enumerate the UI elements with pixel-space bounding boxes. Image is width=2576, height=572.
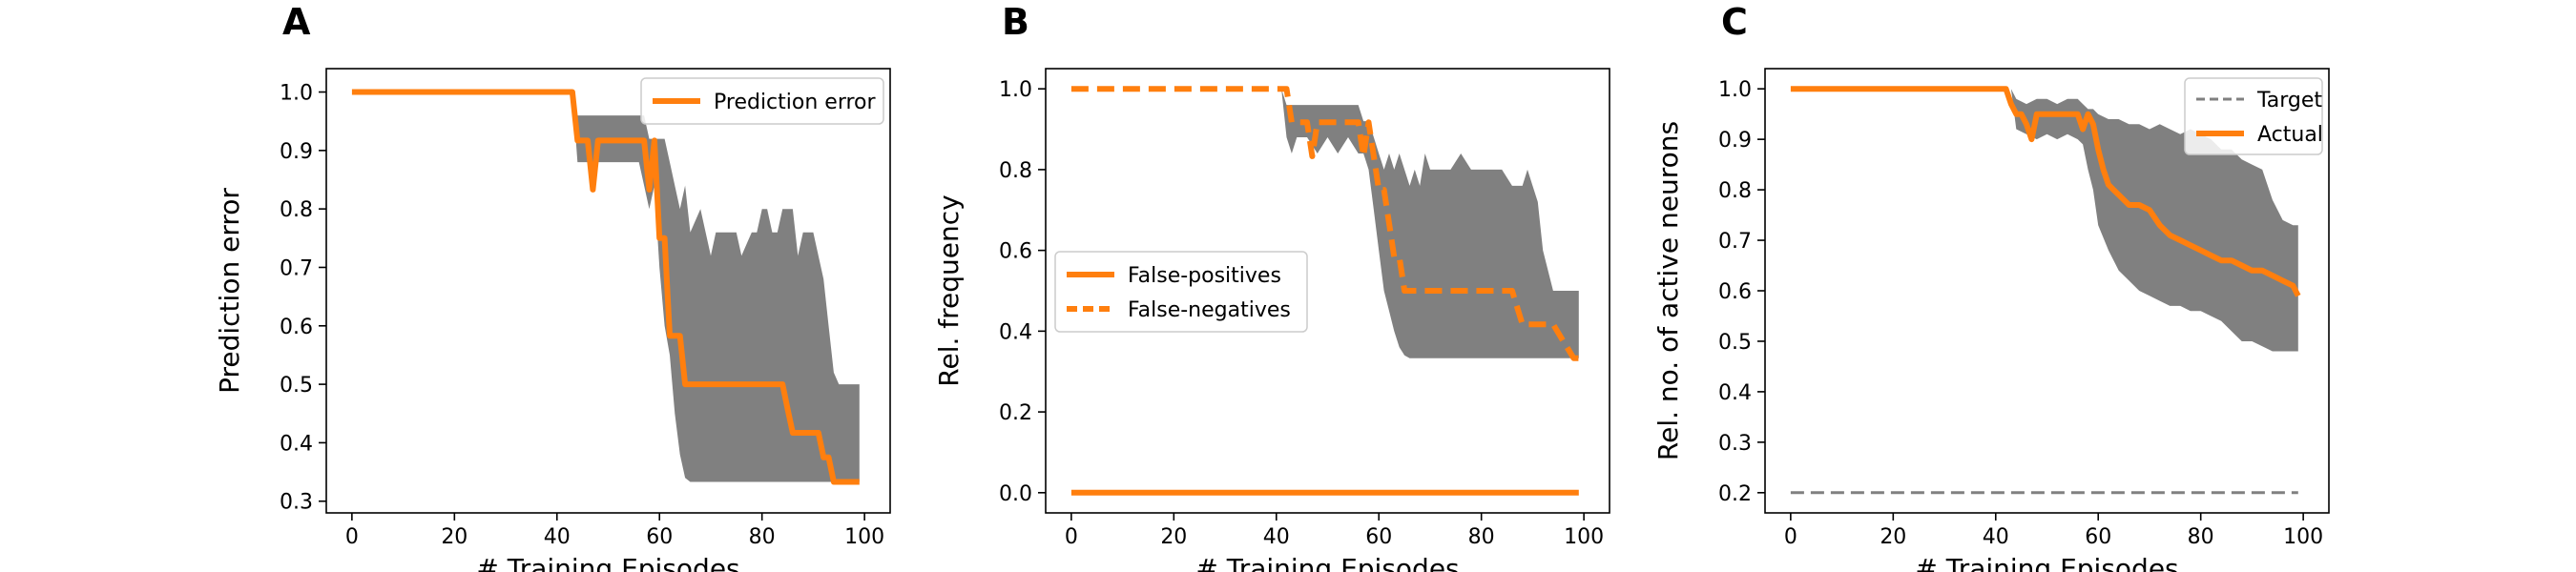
y-tick-label: 0.8	[1718, 179, 1752, 203]
y-tick-label: 0.4	[1718, 381, 1752, 405]
y-axis-label: Prediction error	[214, 188, 245, 394]
y-axis-label: Rel. frequency	[933, 194, 965, 386]
y-tick-label: 0.6	[999, 240, 1032, 264]
x-tick-label: 60	[1365, 525, 1392, 549]
y-axis-label: Rel. no. of active neurons	[1652, 121, 1684, 460]
panel-c: 0 20 40 60 80 100 0.2 0.3 0.4 0.5 0.6 0.7 0.8 0.9 1.0 #…	[1652, 1, 2330, 572]
y-tick-label: 0.6	[280, 316, 313, 339]
panel-a: 0 20 40 60 80 100 0.3 0.4 0.5 0.6 0.7 0.8 0.9 1.0 # Tr…	[214, 1, 891, 572]
legend-label-1: False-positives	[1128, 264, 1281, 288]
x-axis-label: # Training Episodes	[1195, 553, 1459, 572]
y-tick-label: 1.0	[1718, 78, 1752, 102]
plot-area-a	[351, 89, 860, 485]
series-line-1	[1790, 86, 2301, 297]
y-tick-label: 0.5	[280, 374, 313, 398]
x-tick-label: 40	[1983, 525, 2009, 549]
series-line-1	[351, 89, 860, 485]
legend-label-1: Prediction error	[714, 91, 876, 114]
panel-letter: A	[282, 1, 311, 43]
x-tick-label: 80	[1468, 525, 1495, 549]
x-tick-label: 60	[646, 525, 673, 549]
legend-label-2: False-negatives	[1128, 298, 1291, 322]
x-tick-label: 20	[1160, 525, 1187, 549]
x-tick-label: 80	[2188, 525, 2214, 549]
series-line-2	[1070, 86, 1579, 361]
x-axis-label: # Training Episodes	[476, 553, 739, 572]
y-tick-label: 0.3	[1718, 432, 1752, 456]
y-tick-label: 0.2	[999, 401, 1032, 425]
y-tick-label: 0.8	[280, 198, 313, 222]
panel-letter: C	[1721, 1, 1748, 43]
x-tick-label: 80	[749, 525, 776, 549]
legend-label-1: Target	[2256, 89, 2322, 112]
x-tick-label: 60	[2085, 525, 2111, 549]
y-tick-label: 0.5	[1718, 331, 1752, 355]
y-tick-label: 0.4	[280, 432, 313, 456]
y-tick-label: 0.8	[999, 159, 1032, 183]
y-tick-label: 0.3	[280, 491, 313, 515]
y-tick-label: 0.7	[280, 256, 313, 280]
plot-area-c	[1790, 86, 2301, 495]
axes-frame	[1045, 68, 1610, 514]
legend-box	[640, 77, 884, 125]
legend-label-2: Actual	[2257, 123, 2323, 147]
y-tick-label: 0.0	[999, 482, 1032, 506]
legend: Target Actual	[2184, 77, 2323, 155]
uncertainty-band	[351, 92, 860, 482]
legend-box	[1054, 251, 1308, 333]
y-tick-label: 0.2	[1718, 482, 1752, 506]
y-tick-label: 0.9	[280, 140, 313, 164]
panel-b: 0 20 40 60 80 100 0.0 0.2 0.4 0.6 0.8 1.0 # Training…	[933, 1, 1610, 572]
x-tick-label: 0	[1065, 525, 1078, 549]
x-tick-label: 100	[844, 525, 884, 549]
x-tick-label: 0	[1784, 525, 1797, 549]
x-tick-label: 100	[1564, 525, 1604, 549]
axes-frame	[325, 68, 891, 514]
y-tick-label: 0.7	[1718, 230, 1752, 254]
y-tick-label: 0.6	[1718, 280, 1752, 304]
y-tick-label: 0.4	[999, 320, 1032, 344]
plot-area-b	[1070, 86, 1579, 496]
y-tick-label: 1.0	[999, 78, 1032, 102]
x-tick-label: 20	[441, 525, 467, 549]
x-tick-label: 0	[345, 525, 359, 549]
x-axis-label: # Training Episodes	[1915, 553, 2178, 572]
panel-letter: B	[1002, 1, 1029, 43]
y-tick-label: 0.9	[1718, 129, 1752, 153]
x-tick-label: 20	[1880, 525, 1906, 549]
x-tick-label: 100	[2283, 525, 2323, 549]
y-tick-label: 1.0	[280, 82, 313, 106]
legend: Prediction error	[640, 77, 884, 125]
x-tick-label: 40	[544, 525, 571, 549]
x-tick-label: 40	[1263, 525, 1290, 549]
uncertainty-band	[1790, 89, 2298, 352]
legend: False-positives False-negatives	[1054, 251, 1308, 333]
